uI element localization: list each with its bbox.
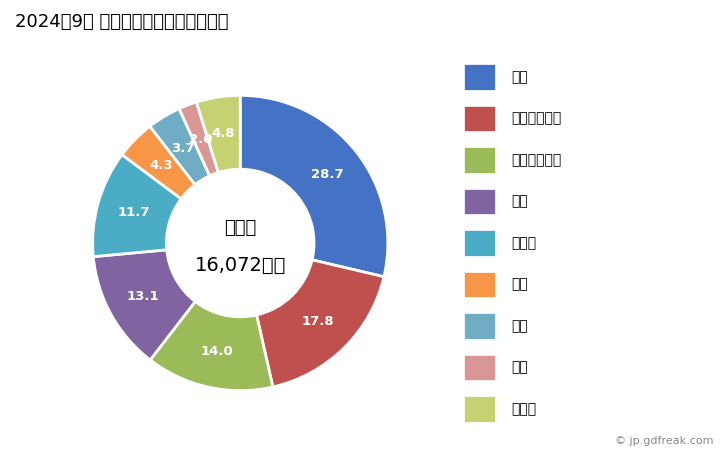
FancyBboxPatch shape (464, 147, 495, 173)
Text: 4.8: 4.8 (212, 127, 235, 140)
Wedge shape (93, 250, 195, 360)
FancyBboxPatch shape (464, 272, 495, 297)
Text: インドネシア: インドネシア (511, 153, 561, 167)
Text: 中国: 中国 (511, 278, 528, 292)
Text: 2024年9月 輸出相手国のシェア（％）: 2024年9月 輸出相手国のシェア（％） (15, 14, 228, 32)
Text: 17.8: 17.8 (302, 315, 335, 328)
Text: その他: その他 (511, 402, 537, 416)
Text: インド: インド (511, 236, 537, 250)
Wedge shape (240, 95, 388, 277)
Text: 14.0: 14.0 (200, 345, 233, 358)
Text: シンガポール: シンガポール (511, 112, 561, 126)
FancyBboxPatch shape (464, 313, 495, 339)
FancyBboxPatch shape (464, 355, 495, 380)
Text: 2.0: 2.0 (189, 133, 213, 146)
Wedge shape (197, 95, 240, 172)
FancyBboxPatch shape (464, 396, 495, 422)
Text: 16,072万円: 16,072万円 (194, 256, 286, 274)
Text: 3.7: 3.7 (171, 142, 195, 155)
Text: 13.1: 13.1 (127, 290, 159, 303)
Wedge shape (92, 155, 181, 256)
Wedge shape (122, 126, 195, 199)
Wedge shape (179, 102, 218, 176)
FancyBboxPatch shape (464, 64, 495, 90)
Wedge shape (150, 302, 273, 391)
Wedge shape (150, 108, 210, 184)
Text: 韓国: 韓国 (511, 360, 528, 374)
Wedge shape (256, 260, 384, 387)
Text: 11.7: 11.7 (117, 207, 150, 220)
Text: © jp.gdfreak.com: © jp.gdfreak.com (615, 436, 713, 446)
Text: 台湾: 台湾 (511, 70, 528, 84)
FancyBboxPatch shape (464, 189, 495, 214)
FancyBboxPatch shape (464, 230, 495, 256)
Text: 4.3: 4.3 (149, 159, 173, 172)
Text: タイ: タイ (511, 194, 528, 208)
FancyBboxPatch shape (464, 106, 495, 131)
Text: 米国: 米国 (511, 319, 528, 333)
Text: 総　額: 総 額 (224, 219, 256, 237)
Text: 28.7: 28.7 (311, 168, 344, 181)
